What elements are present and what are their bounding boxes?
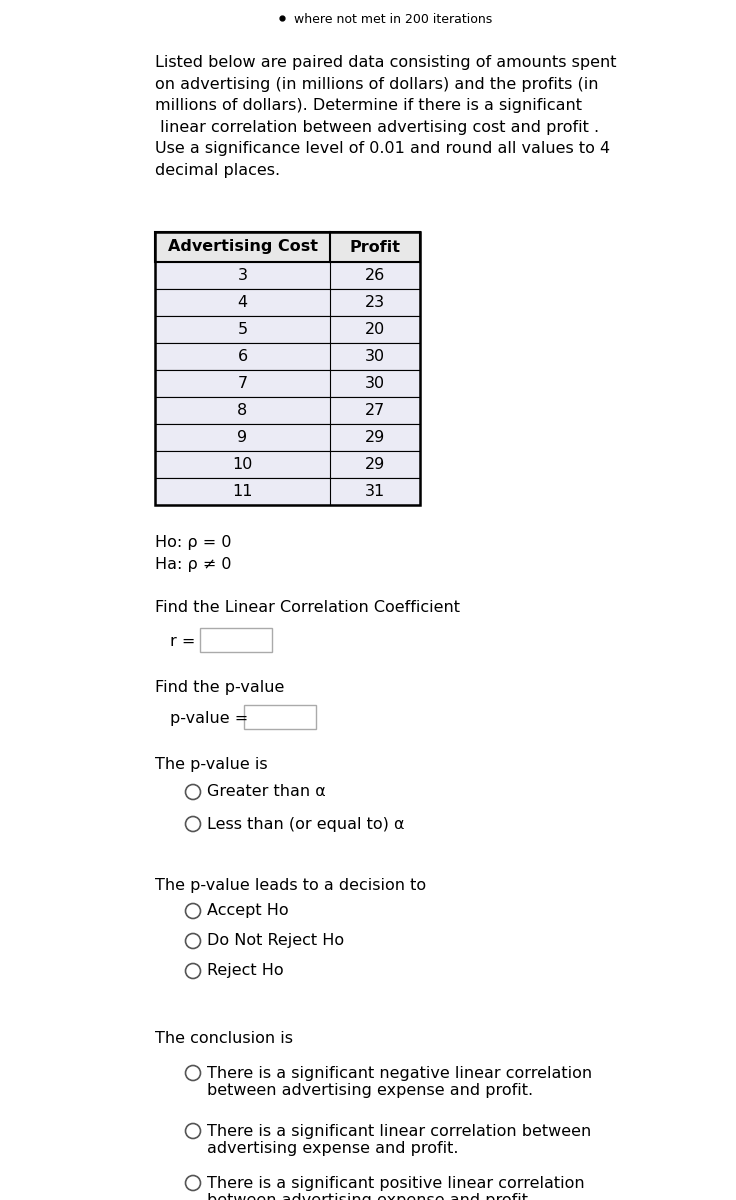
Text: Do Not Reject Ho: Do Not Reject Ho (207, 934, 344, 948)
Text: 23: 23 (365, 295, 385, 310)
FancyBboxPatch shape (155, 262, 420, 289)
Text: 8: 8 (238, 403, 247, 418)
Text: 4: 4 (238, 295, 247, 310)
Text: Profit: Profit (350, 240, 400, 254)
FancyBboxPatch shape (200, 628, 272, 652)
Text: 30: 30 (365, 376, 385, 391)
Text: Ha: ρ ≠ 0: Ha: ρ ≠ 0 (155, 557, 232, 572)
Text: 27: 27 (365, 403, 385, 418)
Text: 9: 9 (238, 430, 247, 445)
FancyBboxPatch shape (155, 343, 420, 370)
FancyBboxPatch shape (155, 451, 420, 478)
Text: The p-value leads to a decision to: The p-value leads to a decision to (155, 878, 426, 893)
Text: 30: 30 (365, 349, 385, 364)
Text: There is a significant negative linear correlation: There is a significant negative linear c… (207, 1066, 592, 1081)
Text: Reject Ho: Reject Ho (207, 964, 283, 978)
Text: The conclusion is: The conclusion is (155, 1031, 293, 1046)
Text: Find the Linear Correlation Coefficient: Find the Linear Correlation Coefficient (155, 600, 460, 614)
Text: The p-value is: The p-value is (155, 757, 268, 772)
Text: 5: 5 (238, 322, 247, 337)
FancyBboxPatch shape (155, 397, 420, 424)
Text: 10: 10 (233, 457, 252, 472)
Text: Accept Ho: Accept Ho (207, 904, 289, 918)
Text: where not met in 200 iterations: where not met in 200 iterations (294, 13, 492, 26)
Text: p-value =: p-value = (170, 712, 248, 726)
Text: Listed below are paired data consisting of amounts spent
on advertising (in mill: Listed below are paired data consisting … (155, 55, 617, 178)
Text: 11: 11 (233, 484, 252, 499)
FancyBboxPatch shape (244, 704, 316, 728)
Text: Less than (or equal to) α: Less than (or equal to) α (207, 816, 405, 832)
Text: Ho: ρ = 0: Ho: ρ = 0 (155, 535, 232, 550)
Text: Advertising Cost: Advertising Cost (168, 240, 317, 254)
Text: There is a significant linear correlation between: There is a significant linear correlatio… (207, 1124, 591, 1139)
Text: r =: r = (170, 635, 195, 649)
FancyBboxPatch shape (155, 370, 420, 397)
Text: 7: 7 (238, 376, 247, 391)
Text: between advertising expense and profit.: between advertising expense and profit. (207, 1082, 533, 1098)
Text: 29: 29 (365, 457, 385, 472)
Text: 31: 31 (365, 484, 385, 499)
Text: 3: 3 (238, 268, 247, 283)
Text: advertising expense and profit.: advertising expense and profit. (207, 1141, 459, 1156)
Text: 29: 29 (365, 430, 385, 445)
FancyBboxPatch shape (155, 424, 420, 451)
FancyBboxPatch shape (155, 289, 420, 316)
Text: 26: 26 (365, 268, 385, 283)
FancyBboxPatch shape (155, 316, 420, 343)
Text: between advertising expense and profit.: between advertising expense and profit. (207, 1193, 533, 1200)
Text: There is a significant positive linear correlation: There is a significant positive linear c… (207, 1176, 584, 1190)
Text: 6: 6 (238, 349, 247, 364)
Text: Find the p-value: Find the p-value (155, 680, 284, 695)
FancyBboxPatch shape (155, 478, 420, 505)
Text: Greater than α: Greater than α (207, 785, 326, 799)
FancyBboxPatch shape (155, 232, 420, 262)
Text: 20: 20 (365, 322, 385, 337)
